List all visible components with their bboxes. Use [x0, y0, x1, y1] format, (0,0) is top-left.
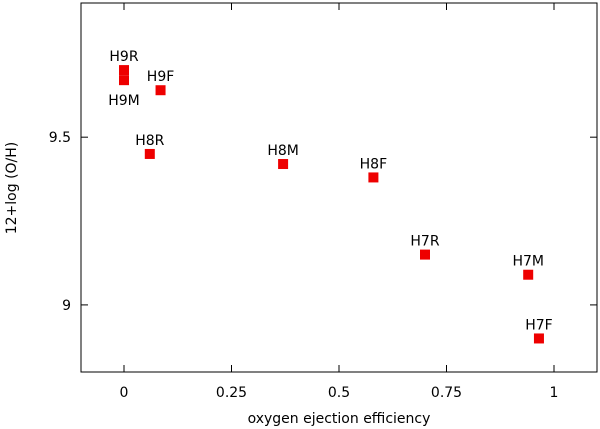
x-tick-label: 0.5	[328, 385, 350, 401]
data-point-h8r	[144, 148, 155, 159]
x-axis-title: oxygen ejection efficiency	[248, 411, 431, 427]
x-tick-label: 0.25	[216, 385, 247, 401]
data-point-h7m	[523, 269, 534, 280]
data-point-h8m	[278, 159, 289, 170]
data-point-h9f	[155, 85, 166, 96]
y-axis-title: 12+log (O/H)	[4, 142, 20, 235]
y-tick-label: 9.5	[49, 130, 71, 146]
data-point-h7r	[420, 249, 430, 260]
x-tick-label: 0	[120, 385, 129, 401]
data-point-h9m	[119, 75, 129, 86]
point-label-h7r: H7R	[410, 234, 439, 250]
plot-frame	[80, 2, 598, 373]
point-label-h9r: H9R	[109, 49, 138, 65]
point-label-h7f: H7F	[525, 317, 553, 333]
point-labels: H9R H9M H9F H8R H8M H8F H7R H7M H7F	[108, 49, 552, 333]
point-label-h8f: H8F	[360, 156, 388, 172]
x-tick-label: 0.75	[431, 385, 462, 401]
data-point-h9r	[119, 65, 129, 76]
data-point-h7f	[533, 333, 544, 344]
point-label-h8r: H8R	[135, 133, 164, 149]
point-label-h9m: H9M	[108, 93, 140, 109]
point-label-h8m: H8M	[267, 143, 299, 159]
point-label-h7m: H7M	[512, 254, 544, 270]
data-points	[119, 65, 544, 344]
data-point-h8f	[368, 172, 379, 183]
axis-ticks: 0 0.25 0.5 0.75 1 9 9.5	[49, 3, 597, 401]
y-tick-label: 9	[62, 298, 71, 314]
x-tick-label: 1	[550, 385, 559, 401]
point-label-h9f: H9F	[147, 69, 175, 85]
